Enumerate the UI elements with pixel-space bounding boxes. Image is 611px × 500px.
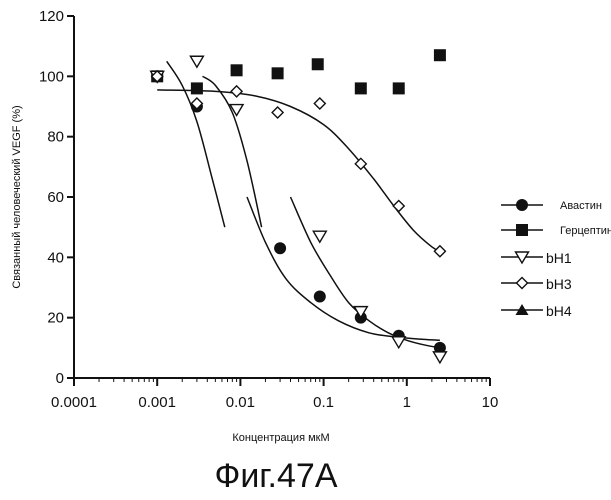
x-tick-label: 1 xyxy=(403,394,411,411)
y-tick-label: 120 xyxy=(39,8,64,25)
data-point-square-filled xyxy=(393,82,405,94)
legend-label: Авастин xyxy=(560,200,602,212)
data-point-diamond-open xyxy=(393,201,404,212)
data-point-diamond-open xyxy=(272,107,283,118)
data-point-triangle-down-open xyxy=(313,231,326,242)
legend-label: bH4 xyxy=(546,303,572,319)
x-tick-label: 0.0001 xyxy=(51,394,97,411)
data-point-triangle-down-open xyxy=(190,56,203,67)
y-axis-label: Связанный человеческий VEGF (%) xyxy=(11,105,23,288)
y-tick-label: 20 xyxy=(47,310,64,327)
fit-curve xyxy=(291,197,440,348)
legend-marker-circle-filled xyxy=(516,199,528,211)
data-point-diamond-open xyxy=(231,86,242,97)
y-tick-label: 100 xyxy=(39,68,64,85)
data-point-square-filled xyxy=(231,64,243,76)
y-tick-label: 40 xyxy=(47,249,64,266)
fit-curve xyxy=(203,76,262,227)
legend: Авастин Герцептин bH1 bH3 bH4 xyxy=(501,199,611,319)
data-point-square-filled xyxy=(272,67,284,79)
legend-label: bH3 xyxy=(546,276,572,292)
legend-marker-square-filled xyxy=(516,224,528,236)
data-point-triangle-down-open xyxy=(433,352,446,363)
data-point-square-filled xyxy=(355,82,367,94)
data-point-diamond-open xyxy=(314,98,325,109)
x-tick-label: 10 xyxy=(482,394,499,411)
y-tick-label: 0 xyxy=(56,370,64,387)
x-tick-label: 0.001 xyxy=(138,394,176,411)
legend-label: bH1 xyxy=(546,250,572,266)
figure-caption: Фиг.47А xyxy=(214,457,337,495)
y-ticks: 0 20 40 60 80 100 120 xyxy=(39,8,74,387)
data-point-triangle-down-open xyxy=(230,105,243,116)
data-point-triangle-down-open xyxy=(392,337,405,348)
x-tick-label: 0.01 xyxy=(226,394,255,411)
data-points xyxy=(151,49,447,363)
fit-curve xyxy=(157,90,440,251)
x-tick-label: 0.1 xyxy=(313,394,334,411)
data-point-square-filled xyxy=(312,58,324,70)
legend-marker-diamond-open xyxy=(517,278,528,289)
x-ticks: 0.0001 0.001 0.01 0.1 1 10 xyxy=(51,378,498,411)
y-tick-label: 80 xyxy=(47,129,64,146)
data-point-circle-filled xyxy=(314,291,326,303)
y-tick-label: 60 xyxy=(47,189,64,206)
x-axis-label: Концентрация мкМ xyxy=(232,432,329,444)
data-point-square-filled xyxy=(434,49,446,61)
data-point-square-filled xyxy=(191,82,203,94)
data-point-circle-filled xyxy=(274,242,286,254)
legend-label: Герцептин xyxy=(560,225,611,237)
data-point-diamond-open xyxy=(434,246,445,257)
fit-curve xyxy=(247,197,440,340)
